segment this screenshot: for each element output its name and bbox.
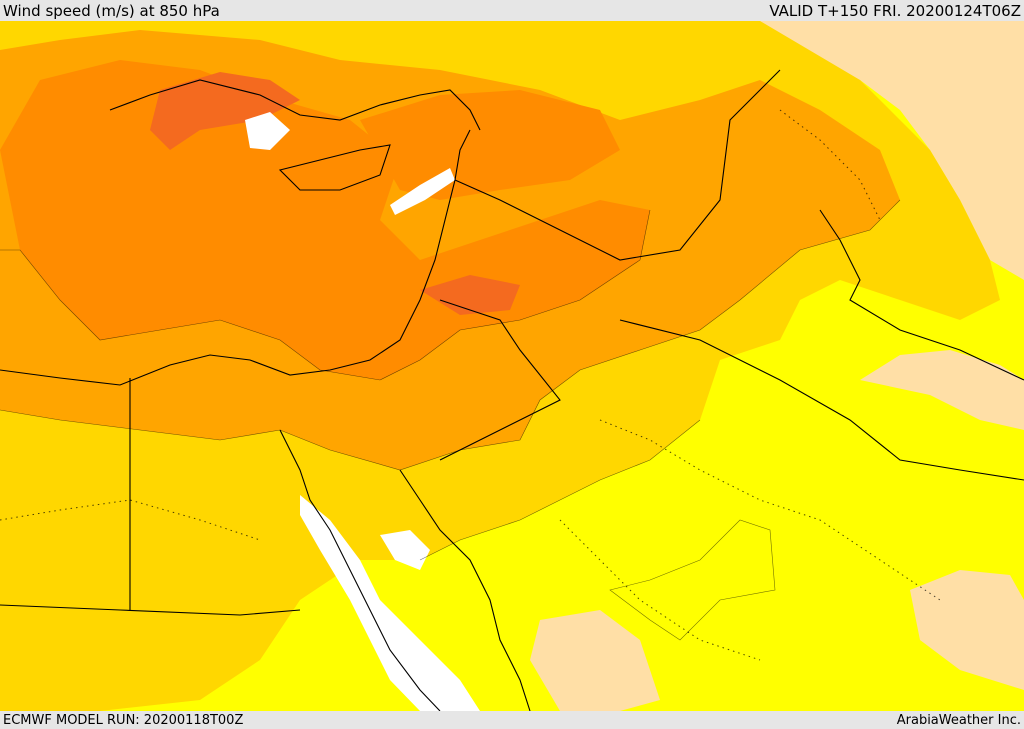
map-title: Wind speed (m/s) at 850 hPa <box>3 1 220 20</box>
valid-time: VALID T+150 FRI. 20200124T06Z <box>769 1 1021 20</box>
contour-lines <box>0 199 901 641</box>
border-iraq-syria <box>454 69 781 261</box>
field-dark-orange <box>150 72 300 150</box>
credit: ArabiaWeather Inc. <box>896 712 1021 728</box>
field-calm-red-sea <box>300 495 480 711</box>
field-calm-gulf <box>380 530 430 570</box>
field-calm-2 <box>390 168 455 215</box>
model-run: ECMWF MODEL RUN: 20200118T00Z <box>3 712 244 728</box>
dotted-boundaries <box>0 109 941 661</box>
field-orange-band <box>360 90 620 200</box>
footer-bar: ECMWF MODEL RUN: 20200118T00Z ArabiaWeat… <box>0 711 1024 729</box>
field-light-se <box>910 570 1024 690</box>
field-light-e <box>860 350 1024 430</box>
wind-speed-map <box>0 21 1024 711</box>
field-calm-1 <box>245 112 290 150</box>
field-light-ne <box>760 21 1024 280</box>
border-jordan <box>439 299 561 461</box>
borders <box>0 69 1024 711</box>
coast-red-sea-west <box>279 429 441 711</box>
coast-turkey <box>109 79 481 131</box>
field-light-s <box>530 610 660 711</box>
coast-mediterranean-south <box>0 129 471 386</box>
coast-persian-gulf <box>819 209 1024 381</box>
coast-cyprus <box>278 144 391 191</box>
coast-red-sea-east <box>399 469 531 711</box>
field-dark-orange-2 <box>420 275 520 315</box>
header-bar: Wind speed (m/s) at 850 hPa VALID T+150 … <box>0 0 1024 21</box>
border-egypt-sudan <box>0 604 301 616</box>
border-saudi-iraq <box>619 319 1024 481</box>
